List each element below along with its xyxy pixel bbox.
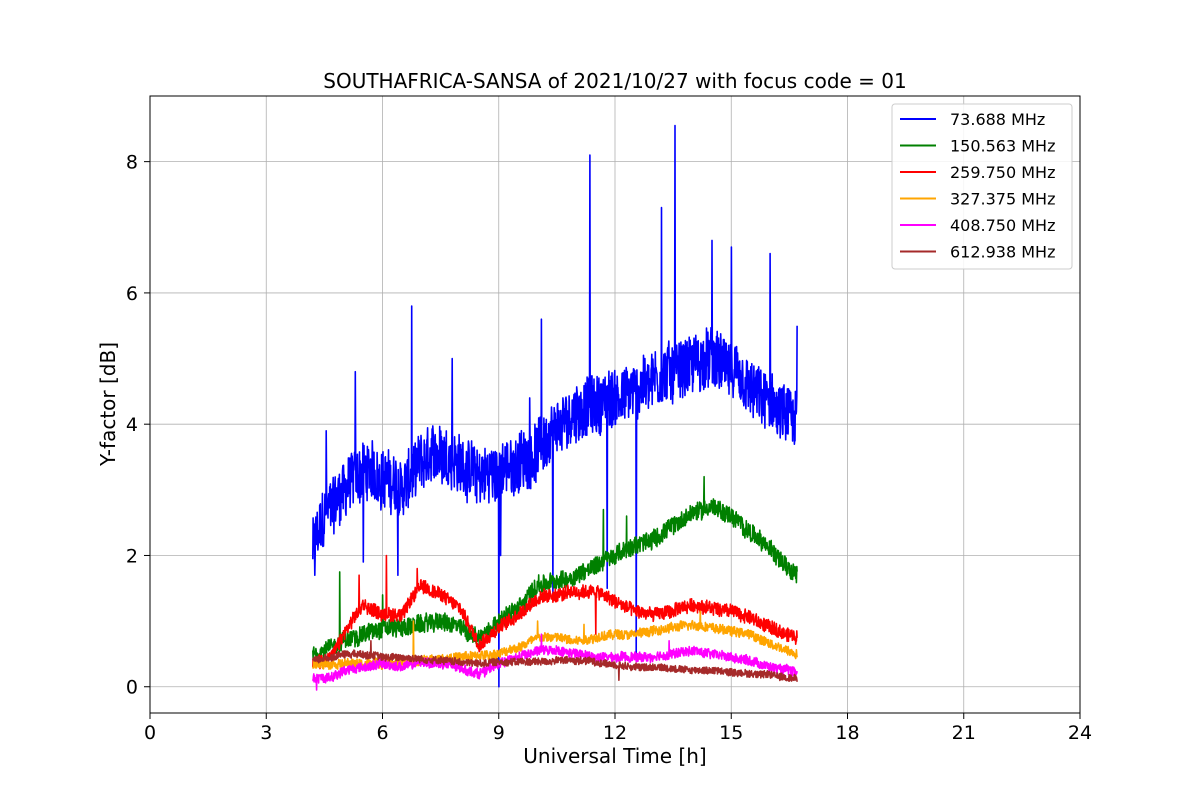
x-tick-label: 9	[493, 722, 505, 744]
series-group	[312, 124, 798, 691]
x-tick-label: 3	[260, 722, 272, 744]
x-tick-label: 6	[376, 722, 388, 744]
legend-label-0: 73.688 MHz	[950, 110, 1045, 129]
chart-title: SOUTHAFRICA-SANSA of 2021/10/27 with foc…	[323, 69, 907, 93]
y-tick-label: 4	[126, 414, 138, 436]
x-tick-label: 18	[835, 722, 859, 744]
series-line-0	[312, 124, 798, 688]
y-tick-label: 0	[126, 677, 138, 699]
legend: 73.688 MHz 150.563 MHz 259.750 MHz 327.375 …	[891, 103, 1073, 270]
series-line-2	[312, 554, 798, 670]
series-line-4	[312, 633, 798, 691]
legend-label-1: 150.563 MHz	[950, 137, 1055, 156]
x-tick-label: 0	[144, 722, 156, 744]
y-tick-label: 8	[126, 152, 138, 174]
y-axis-ticks: 0 2 4 6 8	[126, 152, 150, 699]
series-line-5	[312, 640, 798, 682]
x-axis-ticks: 0 3 6 9 12 15 18 21 24	[144, 713, 1092, 744]
x-tick-label: 24	[1068, 722, 1092, 744]
y-axis-label: Y-factor [dB]	[96, 342, 120, 467]
x-tick-label: 15	[719, 722, 743, 744]
series-line-1	[312, 475, 798, 663]
legend-label-3: 327.375 MHz	[950, 190, 1055, 209]
y-tick-label: 6	[126, 283, 138, 305]
x-tick-label: 21	[952, 722, 976, 744]
legend-label-2: 259.750 MHz	[950, 163, 1055, 182]
x-axis-label: Universal Time [h]	[523, 744, 706, 768]
y-tick-label: 2	[126, 545, 138, 567]
legend-label-4: 408.750 MHz	[950, 216, 1055, 235]
legend-label-5: 612.938 MHz	[950, 243, 1055, 262]
legend-box	[891, 103, 1073, 270]
x-tick-label: 12	[603, 722, 627, 744]
